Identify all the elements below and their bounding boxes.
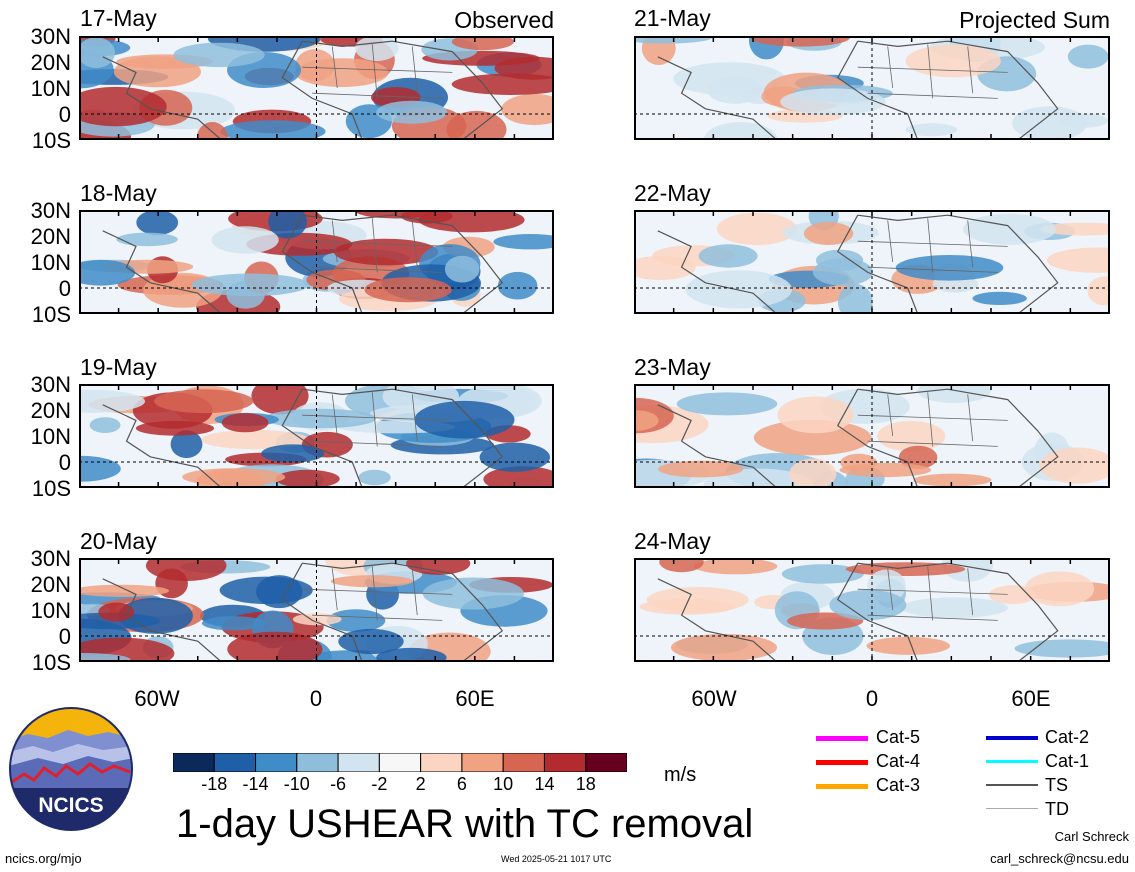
legend-swatch-cat2 <box>986 736 1038 740</box>
panel-date: 24-May <box>634 528 711 554</box>
legend-swatch-cat3 <box>816 784 868 789</box>
colorbar-unit: m/s <box>664 764 697 786</box>
panel-date: 20-May <box>80 528 157 554</box>
lat-label: 20N <box>30 224 71 249</box>
lat-label: 20N <box>30 398 71 423</box>
colorbar-swatch <box>337 753 380 772</box>
projected-label: Projected Sum <box>959 7 1110 33</box>
lat-label: 10N <box>30 424 71 449</box>
observed-label: Observed <box>454 7 554 33</box>
lat-label: 30N <box>30 198 71 223</box>
panel-date: 21-May <box>634 5 711 31</box>
legend-label: Cat-3 <box>876 775 921 795</box>
colorbar-tick: 10 <box>493 774 514 794</box>
legend-label: Cat-4 <box>876 751 921 771</box>
legend-label: TD <box>1045 799 1069 819</box>
shear-map <box>79 36 554 140</box>
shear-map <box>634 384 1110 488</box>
panel-date: 23-May <box>634 354 711 380</box>
colorbar-tick: 14 <box>534 774 555 794</box>
colorbar-tick: -2 <box>371 774 388 794</box>
colorbar-tick: 6 <box>456 774 467 794</box>
lat-label: 10N <box>30 598 71 623</box>
legend-swatch-td <box>986 808 1038 809</box>
legend-label: TS <box>1045 775 1069 795</box>
legend-swatch-cat4 <box>816 760 868 765</box>
colorbar-swatch <box>502 753 545 772</box>
colorbar-swatch <box>173 753 215 772</box>
panel-date: 19-May <box>80 354 157 380</box>
footer-url: ncics.org/mjo <box>5 851 82 866</box>
lat-label: 0 <box>58 450 71 475</box>
lat-label: 30N <box>30 372 71 397</box>
colorbar-swatch <box>461 753 504 772</box>
colorbar-tick: -18 <box>201 774 228 794</box>
colorbar-tick: -14 <box>242 774 269 794</box>
colorbar-swatch <box>543 753 587 772</box>
panel-date: 22-May <box>634 180 711 206</box>
colorbar-tick: -10 <box>283 774 310 794</box>
ncics-logo: NCICS <box>8 706 134 832</box>
logo-text: NCICS <box>38 794 103 817</box>
colorbar-swatch <box>378 753 422 772</box>
colorbar-swatches <box>173 753 627 772</box>
lat-label: 10S <box>31 128 71 153</box>
shear-map <box>634 210 1110 314</box>
lat-label: 30N <box>30 24 71 49</box>
legend-swatch-cat5 <box>816 736 868 741</box>
shear-map <box>79 558 554 662</box>
author-name: Carl Schreck <box>1054 829 1129 844</box>
lat-label: 10S <box>31 302 71 327</box>
colorbar-swatch <box>420 753 463 772</box>
colorbar-tick: 2 <box>415 774 426 794</box>
legend-swatch-cat1 <box>986 760 1038 763</box>
colorbar-swatch <box>213 753 257 772</box>
colorbar-tick: -6 <box>330 774 347 794</box>
colorbar-tick: 18 <box>575 774 596 794</box>
panel-date: 17-May <box>80 5 157 31</box>
lat-label: 10N <box>30 76 71 101</box>
legend-label: Cat-2 <box>1045 727 1090 747</box>
lon-label: 60E <box>1011 686 1051 711</box>
lon-label: 0 <box>865 686 879 711</box>
timestamp: Wed 2025-05-21 1017 UTC <box>501 854 612 864</box>
lat-label: 10S <box>31 476 71 501</box>
lat-label: 0 <box>58 102 71 127</box>
lat-label: 30N <box>30 546 71 571</box>
panel-date: 18-May <box>80 180 157 206</box>
lon-label: 0 <box>309 686 323 711</box>
main-title: 1-day USHEAR with TC removal <box>176 802 754 846</box>
colorbar-swatch <box>296 753 339 772</box>
shear-map <box>634 36 1110 140</box>
lat-label: 20N <box>30 572 71 597</box>
colorbar-swatch <box>585 753 627 772</box>
lat-label: 10N <box>30 250 71 275</box>
legend-label: Cat-1 <box>1045 751 1090 771</box>
legend-swatch-ts <box>986 784 1038 786</box>
lat-label: 10S <box>31 650 71 675</box>
shear-map <box>79 210 554 314</box>
lon-label: 60W <box>134 686 180 711</box>
colorbar-swatch <box>255 753 298 772</box>
lat-label: 0 <box>58 624 71 649</box>
shear-map <box>79 384 554 488</box>
author-email: carl_schreck@ncsu.edu <box>990 851 1129 866</box>
lon-label: 60W <box>691 686 737 711</box>
legend-label: Cat-5 <box>876 727 921 747</box>
lat-label: 20N <box>30 50 71 75</box>
shear-map <box>634 558 1110 662</box>
lon-label: 60E <box>455 686 495 711</box>
lat-label: 0 <box>58 276 71 301</box>
